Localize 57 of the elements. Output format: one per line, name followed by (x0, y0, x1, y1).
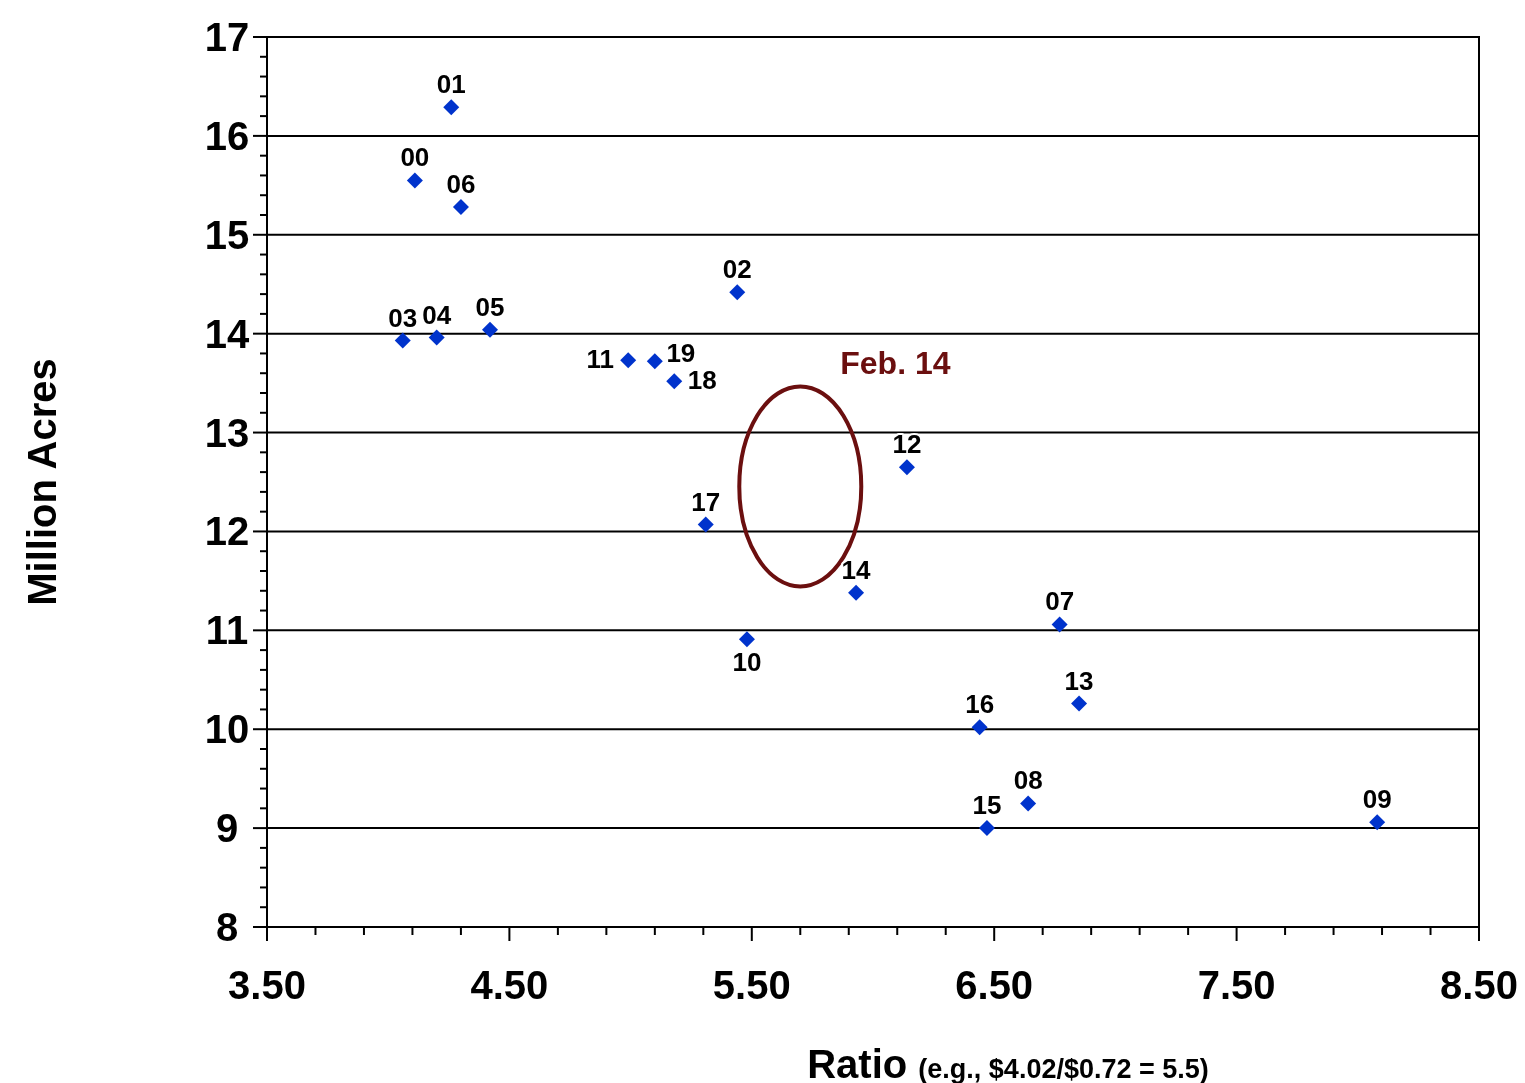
point (406, 172, 423, 189)
point (738, 631, 755, 648)
series-label: 16 (965, 689, 995, 720)
point (666, 373, 683, 390)
point (1071, 695, 1088, 712)
point (898, 459, 915, 476)
series-label: 17 (691, 486, 721, 517)
series-label: 08 (1013, 765, 1043, 796)
point (1051, 616, 1068, 633)
series-label: 00 (400, 142, 430, 173)
series-label: 06 (446, 169, 476, 200)
series-label: 12 (892, 429, 922, 460)
point (1369, 814, 1386, 831)
point (971, 719, 988, 736)
y-tick-label: 8 (215, 905, 239, 949)
y-tick-label: 17 (204, 15, 250, 59)
point (646, 353, 663, 370)
point (452, 199, 469, 216)
y-tick-label: 11 (205, 608, 249, 653)
x-tick-label: 8.50 (1440, 963, 1518, 1007)
y-tick-label: 10 (204, 707, 250, 752)
y-axis-title: Million Acres (20, 358, 64, 606)
series-label: 15 (972, 790, 1002, 821)
series-label: 05 (475, 291, 505, 322)
series-label: 09 (1362, 784, 1392, 815)
x-tick-label: 3.50 (228, 963, 306, 1007)
series-label: 10 (732, 647, 762, 678)
series-label: 13 (1064, 665, 1094, 696)
x-axis-title: Ratio (e.g., $4.02/$0.72 = 5.5) (807, 1042, 1209, 1083)
series-label: 02 (722, 254, 752, 285)
x-tick-label: 7.50 (1197, 963, 1276, 1007)
series-label: 01 (436, 69, 466, 100)
x-tick-label: 6.50 (955, 963, 1034, 1007)
y-tick-label: 12 (204, 509, 250, 554)
point (482, 321, 499, 338)
point (428, 329, 445, 346)
y-tick-label: 14 (204, 311, 250, 356)
point (394, 332, 411, 349)
annotation: Feb. 14 (840, 345, 951, 382)
x-tick-label: 4.50 (470, 963, 549, 1007)
point (697, 516, 714, 533)
point (848, 584, 865, 601)
series-label: 03 (388, 302, 418, 333)
x-tick-label: 5.50 (712, 963, 791, 1007)
series-label: 07 (1045, 586, 1075, 617)
point (978, 820, 995, 837)
point (1020, 795, 1037, 812)
series-label: 11 (586, 344, 614, 375)
series-label: 14 (841, 554, 872, 585)
point (443, 99, 460, 116)
point (729, 284, 746, 301)
y-tick-label: 9 (215, 806, 239, 851)
y-tick-label: 13 (204, 410, 250, 455)
series-label: 04 (422, 299, 452, 330)
y-tick-label: 16 (204, 113, 250, 158)
point (620, 352, 637, 369)
y-tick-label: 15 (204, 212, 250, 257)
